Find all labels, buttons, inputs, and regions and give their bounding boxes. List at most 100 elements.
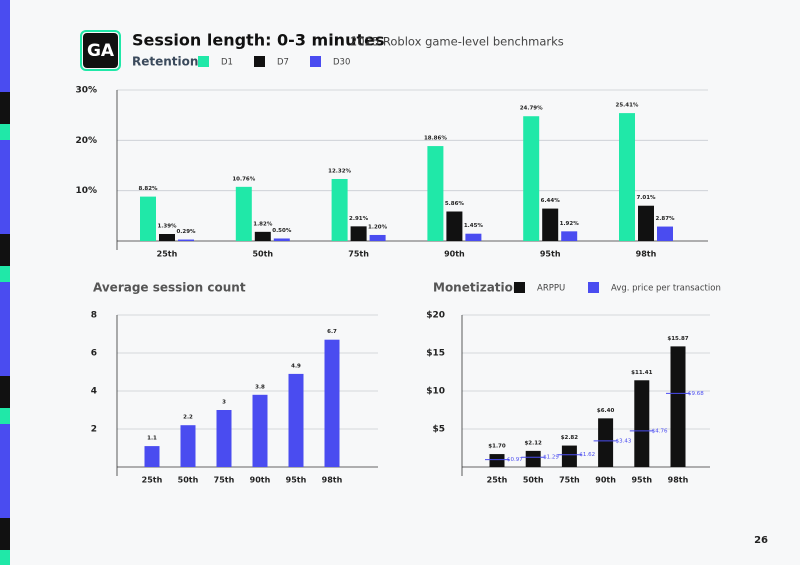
bar: [235, 186, 252, 241]
y-tick-label: 10%: [75, 186, 97, 196]
x-tick-label: 98th: [636, 250, 657, 259]
bar: [273, 238, 290, 241]
y-tick-label: $20: [426, 311, 445, 321]
value-label: $2.12: [524, 440, 542, 446]
x-tick-label: 90th: [444, 250, 465, 259]
side-strip: [0, 0, 10, 565]
legend-swatch: [588, 282, 599, 293]
bar: [634, 380, 650, 467]
bar: [427, 146, 444, 241]
bar: [140, 196, 156, 241]
legend-swatch: [310, 56, 321, 67]
y-tick-label: $15: [426, 349, 445, 359]
value-label: $1.62: [579, 452, 595, 458]
value-label: 12.32%: [328, 168, 351, 174]
value-label: 25.41%: [616, 103, 639, 109]
y-tick-label: $5: [432, 425, 445, 435]
x-tick-label: 90th: [595, 476, 616, 485]
legend-label: ARPPU: [537, 284, 565, 294]
value-label: 24.79%: [520, 106, 543, 112]
x-tick-label: 25th: [487, 476, 508, 485]
bar: [254, 231, 271, 241]
bar: [638, 205, 654, 241]
y-tick-label: 4: [91, 387, 97, 397]
value-label: 0.29%: [176, 229, 196, 235]
value-label: $1.70: [488, 444, 506, 450]
value-label: 4.9: [291, 363, 301, 369]
value-label: 5.86%: [445, 201, 465, 207]
x-tick-label: 95th: [631, 476, 652, 485]
value-label: $9.68: [688, 391, 704, 397]
legend-swatch: [198, 56, 209, 67]
bar: [369, 234, 386, 241]
x-tick-label: 50th: [252, 250, 273, 259]
x-tick-label: 75th: [348, 250, 369, 259]
strip-block: [0, 92, 10, 124]
strip: [0, 0, 10, 565]
x-tick-label: 25th: [142, 476, 163, 485]
bar: [561, 231, 578, 241]
value-label: 10.76%: [232, 176, 255, 182]
value-label: $2.82: [561, 435, 579, 441]
x-tick-label: 95th: [286, 476, 307, 485]
bar: [670, 346, 686, 467]
x-tick-label: 90th: [250, 476, 271, 485]
x-tick-label: 50th: [178, 476, 199, 485]
bar: [598, 418, 614, 467]
value-label: $4.76: [652, 428, 668, 434]
logo-box: [83, 33, 118, 68]
value-label: $6.40: [597, 408, 615, 414]
subtitle: 2025 Roblox game-level benchmarks: [350, 35, 564, 49]
bar: [489, 454, 505, 467]
value-label: 3: [222, 400, 226, 406]
value-label: 1.82%: [253, 221, 273, 227]
bar: [178, 239, 194, 241]
value-label: 6.7: [327, 329, 337, 335]
strip-block: [0, 550, 10, 565]
x-tick-label: 50th: [523, 476, 544, 485]
value-label: 1.92%: [560, 221, 580, 227]
strip-block: [0, 234, 10, 266]
x-tick-label: 95th: [540, 250, 561, 259]
logo: GA: [87, 41, 115, 61]
bar: [561, 445, 577, 467]
bar: [331, 178, 348, 241]
value-label: 18.86%: [424, 136, 447, 142]
legend-swatch: [254, 56, 265, 67]
legend-swatch: [514, 282, 525, 293]
chart-title: Average session count: [93, 281, 246, 295]
bar: [465, 233, 482, 241]
value-label: $11.41: [631, 370, 652, 376]
strip-block: [0, 518, 10, 550]
legend-label: D30: [333, 58, 350, 68]
y-tick-label: $10: [426, 387, 445, 397]
value-label: 3.8: [255, 384, 265, 390]
value-label: 6.44%: [541, 198, 561, 204]
x-tick-label: 75th: [214, 476, 235, 485]
title: Session length: 0-3 minutes: [132, 31, 384, 50]
y-tick-label: 6: [91, 349, 97, 359]
bar: [523, 116, 540, 241]
value-label: 1.45%: [464, 223, 484, 229]
bar: [542, 208, 559, 241]
bar: [324, 339, 340, 467]
value-label: 1.20%: [368, 224, 388, 230]
page-number: 26: [754, 535, 768, 546]
legend-label: D7: [277, 58, 289, 68]
bar: [619, 113, 635, 241]
bar: [144, 446, 160, 467]
value-label: 7.01%: [636, 195, 656, 201]
value-label: $3.43: [616, 438, 632, 444]
value-label: 0.50%: [272, 228, 292, 234]
value-label: $15.87: [667, 336, 688, 342]
value-label: 2.87%: [655, 216, 675, 222]
value-label: $0.97: [507, 457, 523, 463]
strip-block: [0, 376, 10, 408]
chart-title: Monetization: [433, 281, 521, 295]
bar: [446, 211, 463, 241]
x-tick-label: 98th: [322, 476, 343, 485]
x-tick-label: 98th: [668, 476, 689, 485]
